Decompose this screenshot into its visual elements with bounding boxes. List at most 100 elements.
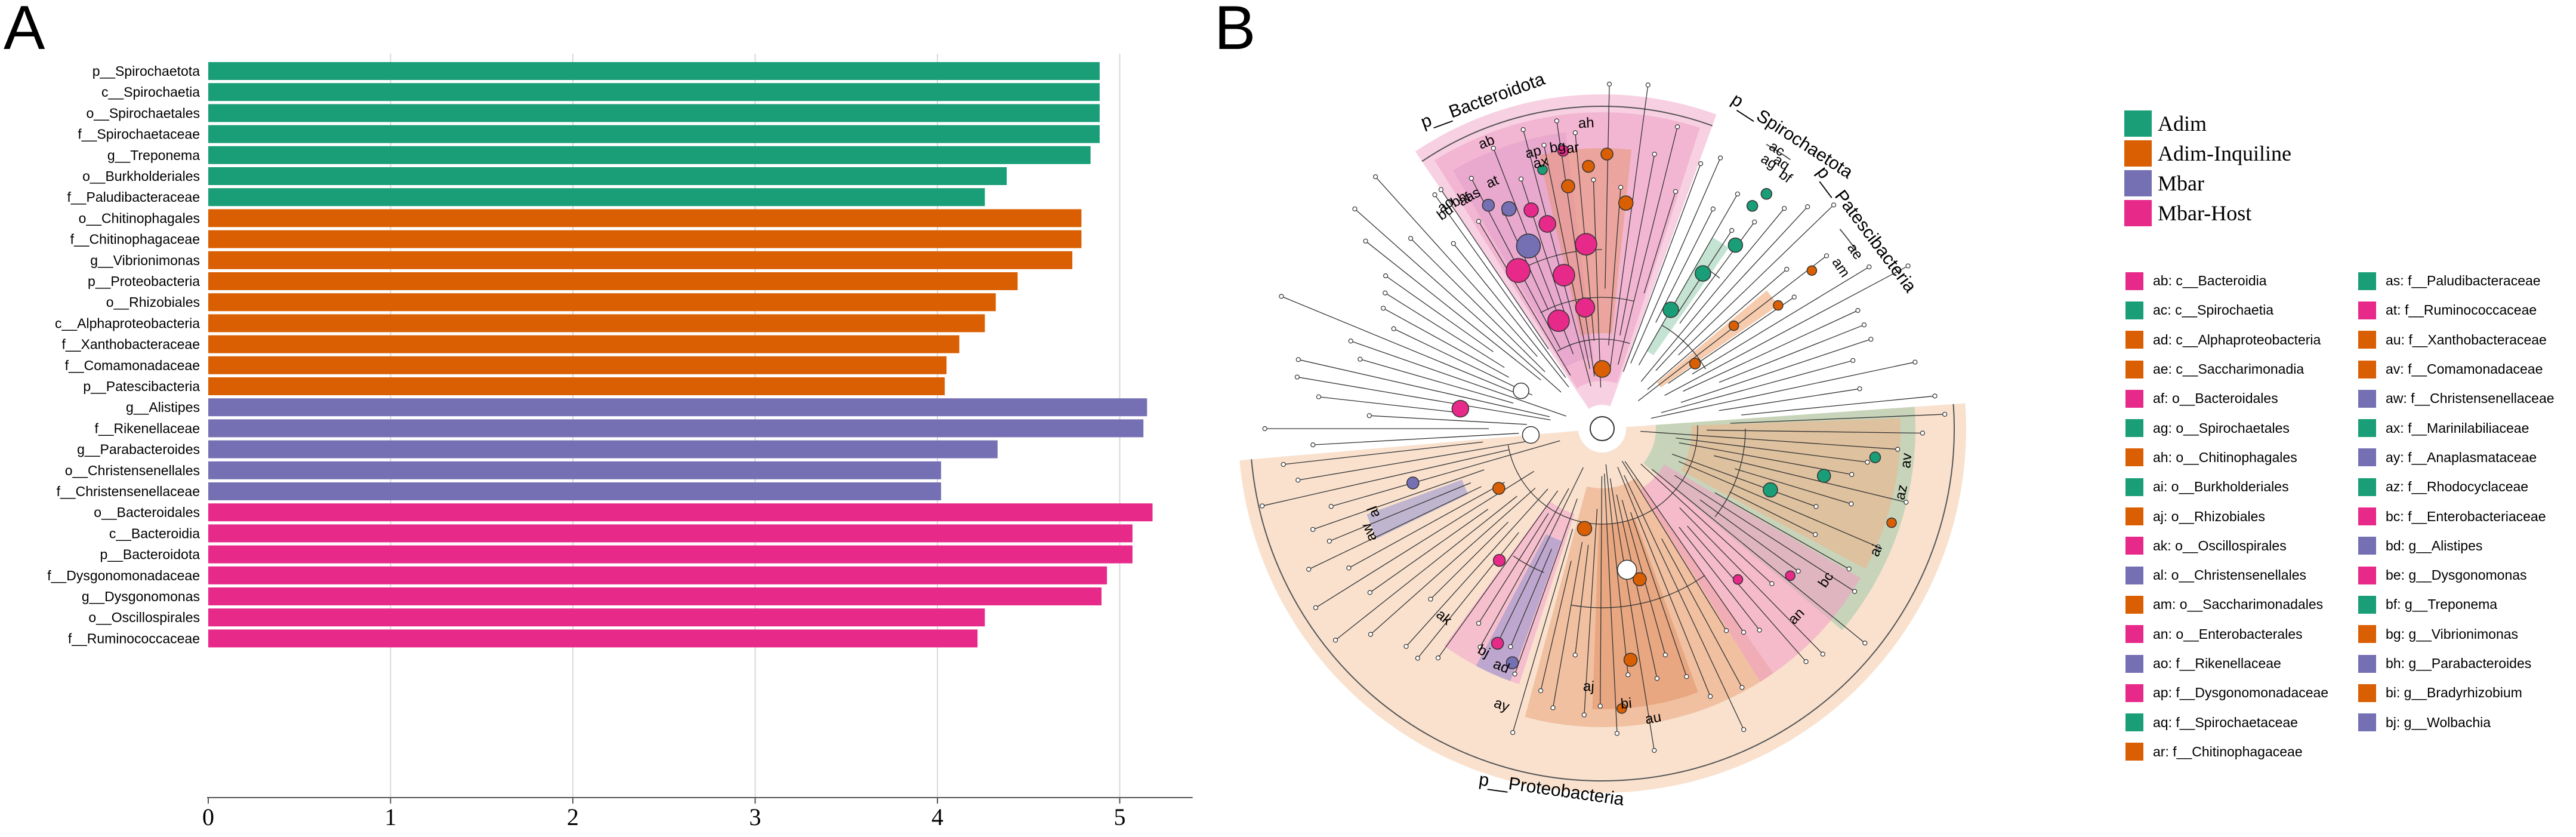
tree-leaf [1415,656,1420,661]
legend-label: Mbar-Host [2158,201,2252,225]
clade-node [1501,201,1517,217]
tree-branch [1640,430,1898,450]
clade-label: av [1898,453,1915,469]
clade-key-item: bc: f__Enterobacteriaceae [2358,501,2576,531]
bar [208,524,1133,543]
tree-branch [1647,269,1787,390]
clade-key-swatch [2358,684,2376,702]
clade-node [1513,382,1529,399]
clade-key-swatch [2125,419,2143,438]
tree-branch [1678,461,1878,547]
tree-branch [1593,180,1602,388]
tree-branch [1608,187,1621,346]
tree-branch [1453,243,1569,387]
tree-leaf [1710,206,1716,212]
clade-node [1695,265,1711,282]
clade-key-label: bj: g__Wolbachia [2386,714,2491,730]
tree-leaf [1803,659,1809,664]
tree-leaf [1865,460,1870,465]
clade-key-item: as: f__Paludibacteraceae [2358,266,2576,296]
tree-branch [1605,464,1628,675]
tree-leaf [1741,630,1747,635]
bar [208,587,1102,605]
tree-branch [1510,549,1552,647]
tree-branch [1719,324,1865,383]
tree-leaf [1306,567,1312,572]
clade-key-item: bf: g__Treponema [2358,590,2576,619]
clade-key-swatch [2125,448,2143,467]
clade-key-item: ai: o__Burkholderiales [2125,472,2346,501]
clade-key-item: ap: f__Dysgonomonadaceae [2125,678,2346,707]
clade-key-label: as: f__Paludibacteraceae [2386,273,2541,289]
tree-branch [1375,176,1538,357]
bar [208,566,1107,584]
bar-label: f__Dysgonomonadaceae [47,568,200,583]
clade-label: bg [1548,138,1567,156]
tree-leaf [1591,177,1596,183]
tree-leaf [1366,413,1372,418]
clade-key-label: ac: c__Spirochaetia [2153,302,2274,318]
bar [208,83,1100,101]
clade-node [1616,703,1627,714]
tree-leaf [1796,568,1801,574]
clade-key-swatch [2358,478,2376,496]
clade-key-swatch [2125,684,2143,702]
tree-connector [1661,325,1706,370]
tree-leaf [1932,393,1938,399]
bar-label: o__Chitinophagales [79,210,200,226]
clade-key-item: av: f__Comamonadaceae [2358,355,2576,384]
tree-leaf [1673,189,1679,194]
clade-key-item: az: f__Rhodocyclaceae [2358,472,2576,501]
tree-branch [1692,266,1869,375]
tree-leaf [1550,705,1556,710]
tree-leaf [1326,538,1332,544]
clade-key-item: aj: o__Rhizobiales [2125,501,2346,531]
x-tick-label: 5 [1114,804,1126,830]
clade-key-swatch [2358,301,2376,319]
clade-node [1406,476,1420,490]
tree-branch [1674,475,1855,592]
tree-connector [1714,428,1746,518]
tree-branch [1393,328,1533,396]
tree-branch [1312,469,1485,530]
clade-key-label: bc: f__Enterobacteriaceae [2386,508,2546,524]
tree-branch [1297,376,1551,421]
bar [208,629,978,648]
tree-branch [1719,388,1860,411]
clade-key-swatch [2358,566,2376,584]
clade-key-swatch [2125,595,2143,614]
legend-swatch [2124,140,2152,167]
tree-branch [1417,532,1519,658]
bar [208,314,985,333]
clade-key-swatch [2125,625,2143,644]
tree-branch [1683,310,1858,392]
tree-leaf [1476,219,1482,224]
bar [208,398,1147,417]
clade-key-item: ac: c__Spirochaetia [2125,296,2346,325]
tree-leaf [1391,326,1396,331]
tree-leaf [1476,620,1482,626]
clade-node [1492,553,1506,567]
tree-leaf [1519,176,1524,181]
tree-leaf [1868,337,1874,342]
clade-node [1491,636,1504,650]
tree-leaf [1905,263,1911,269]
bar-label: g__Alistipes [126,399,200,415]
tree-leaf [1281,461,1286,467]
tree-branch [1360,359,1514,404]
tree-branch [1365,241,1541,381]
clade-key-item: ad: c__Alphaproteobacteria [2125,325,2346,355]
bar-label: c__Bacteroidia [109,525,200,541]
clade-key-swatch [2358,360,2376,379]
x-tick-label: 3 [749,804,761,830]
bar-label: p__Proteobacteria [88,273,200,289]
clade-key-item: ak: o__Oscillospirales [2125,531,2346,561]
bar-label: o__Christensenellales [65,463,200,478]
clade-key-item: aw: f__Christensenellaceae [2358,384,2576,413]
clade-key-item: aq: f__Spirochaetaceae [2125,707,2346,737]
tree-leaf [1849,501,1854,507]
bar-label: o__Burkholderiales [82,168,200,184]
tree-leaf [1708,694,1713,699]
tree-branch [1621,460,1727,631]
tree-leaf [1316,394,1322,399]
